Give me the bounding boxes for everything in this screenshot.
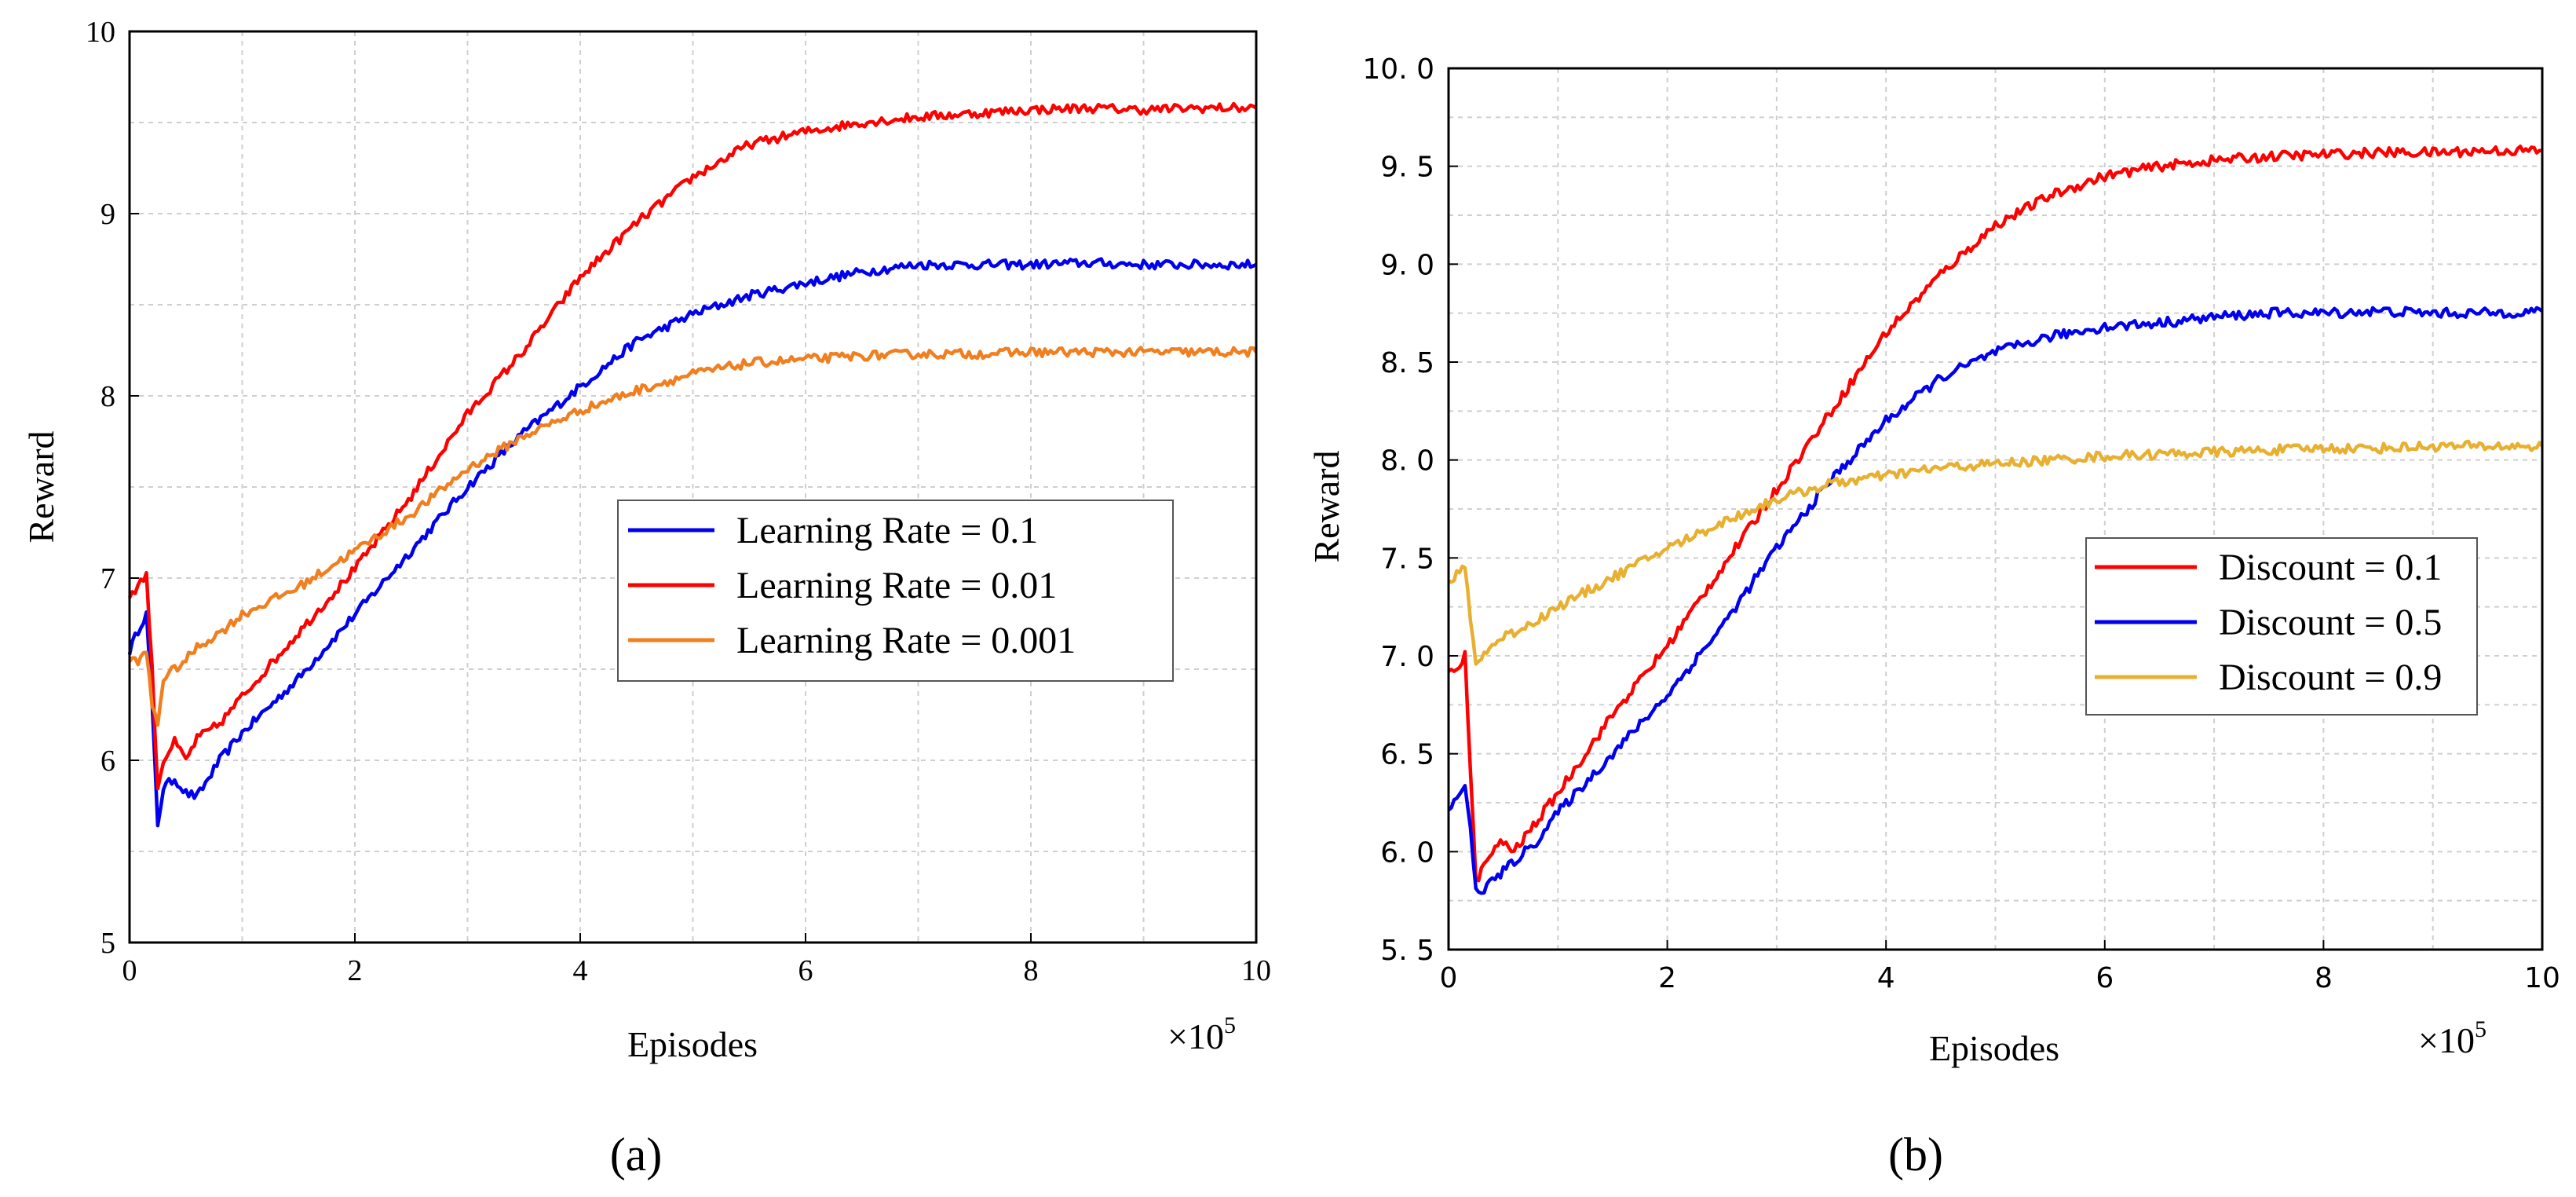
- x-tick-label: 8: [2315, 962, 2333, 994]
- x-tick-label: 2: [348, 954, 363, 987]
- legend-label: Discount = 0.9: [2219, 657, 2442, 698]
- y-tick-label: 6: [100, 745, 115, 778]
- x-tick-label: 2: [1658, 962, 1676, 994]
- series-line: [1447, 145, 2542, 883]
- panel-a-label: (a): [610, 1129, 663, 1181]
- panel-a-series: [127, 101, 1258, 828]
- legend-label: Learning Rate = 0.01: [736, 565, 1057, 606]
- x-tick-label: 0: [1440, 962, 1458, 994]
- y-tick-label: 9. 5: [1380, 152, 1434, 184]
- y-tick-label: 6. 5: [1380, 739, 1434, 771]
- panel-b-x-multiplier-base: ×10: [2418, 1020, 2475, 1060]
- y-tick-label: 7. 0: [1380, 641, 1434, 673]
- panel-a-x-multiplier: ×105: [1167, 1012, 1236, 1056]
- x-tick-label: 4: [1877, 962, 1895, 994]
- panel-b-x-multiplier: ×105: [2418, 1016, 2486, 1060]
- panel-b-xlabel: Episodes: [1929, 1028, 2059, 1068]
- y-tick-label: 9. 0: [1380, 249, 1434, 281]
- panel-b-series: [1447, 145, 2544, 895]
- panel-a-ylabel: Reward: [21, 430, 61, 543]
- panel-a-plot-frame: [128, 30, 1258, 944]
- y-tick-label: 9: [100, 198, 115, 231]
- y-tick-label: 8. 5: [1380, 347, 1434, 379]
- panel-b-x-multiplier-exp: 5: [2475, 1016, 2486, 1042]
- x-tick-label: 8: [1024, 954, 1039, 987]
- panel-b-ticks: 0 2 4 6 8 10 5. 5 6. 0 6. 5 7. 0 7. 5 8. 0 8. 5 9. 0 9…: [1362, 53, 2560, 994]
- x-tick-label: 10: [2524, 962, 2560, 994]
- series-line: [127, 101, 1258, 791]
- y-tick-label: 6. 0: [1380, 836, 1434, 869]
- y-tick-label: 5: [100, 927, 115, 960]
- series-line: [1448, 439, 2544, 666]
- y-tick-label: 10. 0: [1362, 53, 1434, 86]
- panel-b-legend: Discount = 0.1 Discount = 0.5 Discount = 0…: [2085, 537, 2478, 716]
- x-tick-label: 6: [2096, 962, 2114, 994]
- panel-a-xlabel: Episodes: [627, 1024, 758, 1064]
- x-tick-label: 6: [798, 954, 813, 987]
- x-tick-label: 10: [1241, 954, 1271, 987]
- y-tick-label: 8. 0: [1380, 445, 1434, 478]
- panel-b-label: (b): [1888, 1129, 1943, 1181]
- legend-label: Discount = 0.5: [2219, 602, 2442, 643]
- panel-b-plot-frame: [1447, 67, 2544, 951]
- legend-label: Learning Rate = 0.001: [736, 620, 1076, 661]
- series-line: [128, 346, 1258, 727]
- series-line: [127, 257, 1257, 828]
- y-tick-label: 5. 5: [1380, 935, 1434, 967]
- y-tick-label: 7: [100, 562, 115, 595]
- x-tick-label: 0: [122, 954, 137, 987]
- panel-a-ticks: 0 2 4 6 8 10 5 6 7 8 9 10: [86, 16, 1271, 987]
- panel-a-x-multiplier-base: ×10: [1167, 1016, 1224, 1056]
- y-tick-label: 7. 5: [1380, 543, 1434, 575]
- legend-label: Learning Rate = 0.1: [736, 510, 1038, 551]
- legend-label: Discount = 0.1: [2219, 547, 2442, 588]
- panel-a-x-multiplier-exp: 5: [1224, 1012, 1236, 1038]
- panel-b-ylabel: Reward: [1306, 450, 1346, 562]
- y-tick-label: 8: [100, 380, 115, 413]
- panel-b-grid: [1448, 68, 2543, 950]
- y-tick-label: 10: [86, 16, 115, 49]
- x-tick-label: 4: [573, 954, 588, 987]
- panel-a-legend: Learning Rate = 0.1 Learning Rate = 0.01 L…: [617, 500, 1174, 682]
- panel-b-chart: 0 2 4 6 8 10 5. 5 6. 0 6. 5 7. 0 7. 5 8. 0 8. 5 9. 0 9…: [1306, 53, 2560, 1181]
- panel-a-grid: [129, 31, 1257, 943]
- series-line: [1447, 306, 2544, 895]
